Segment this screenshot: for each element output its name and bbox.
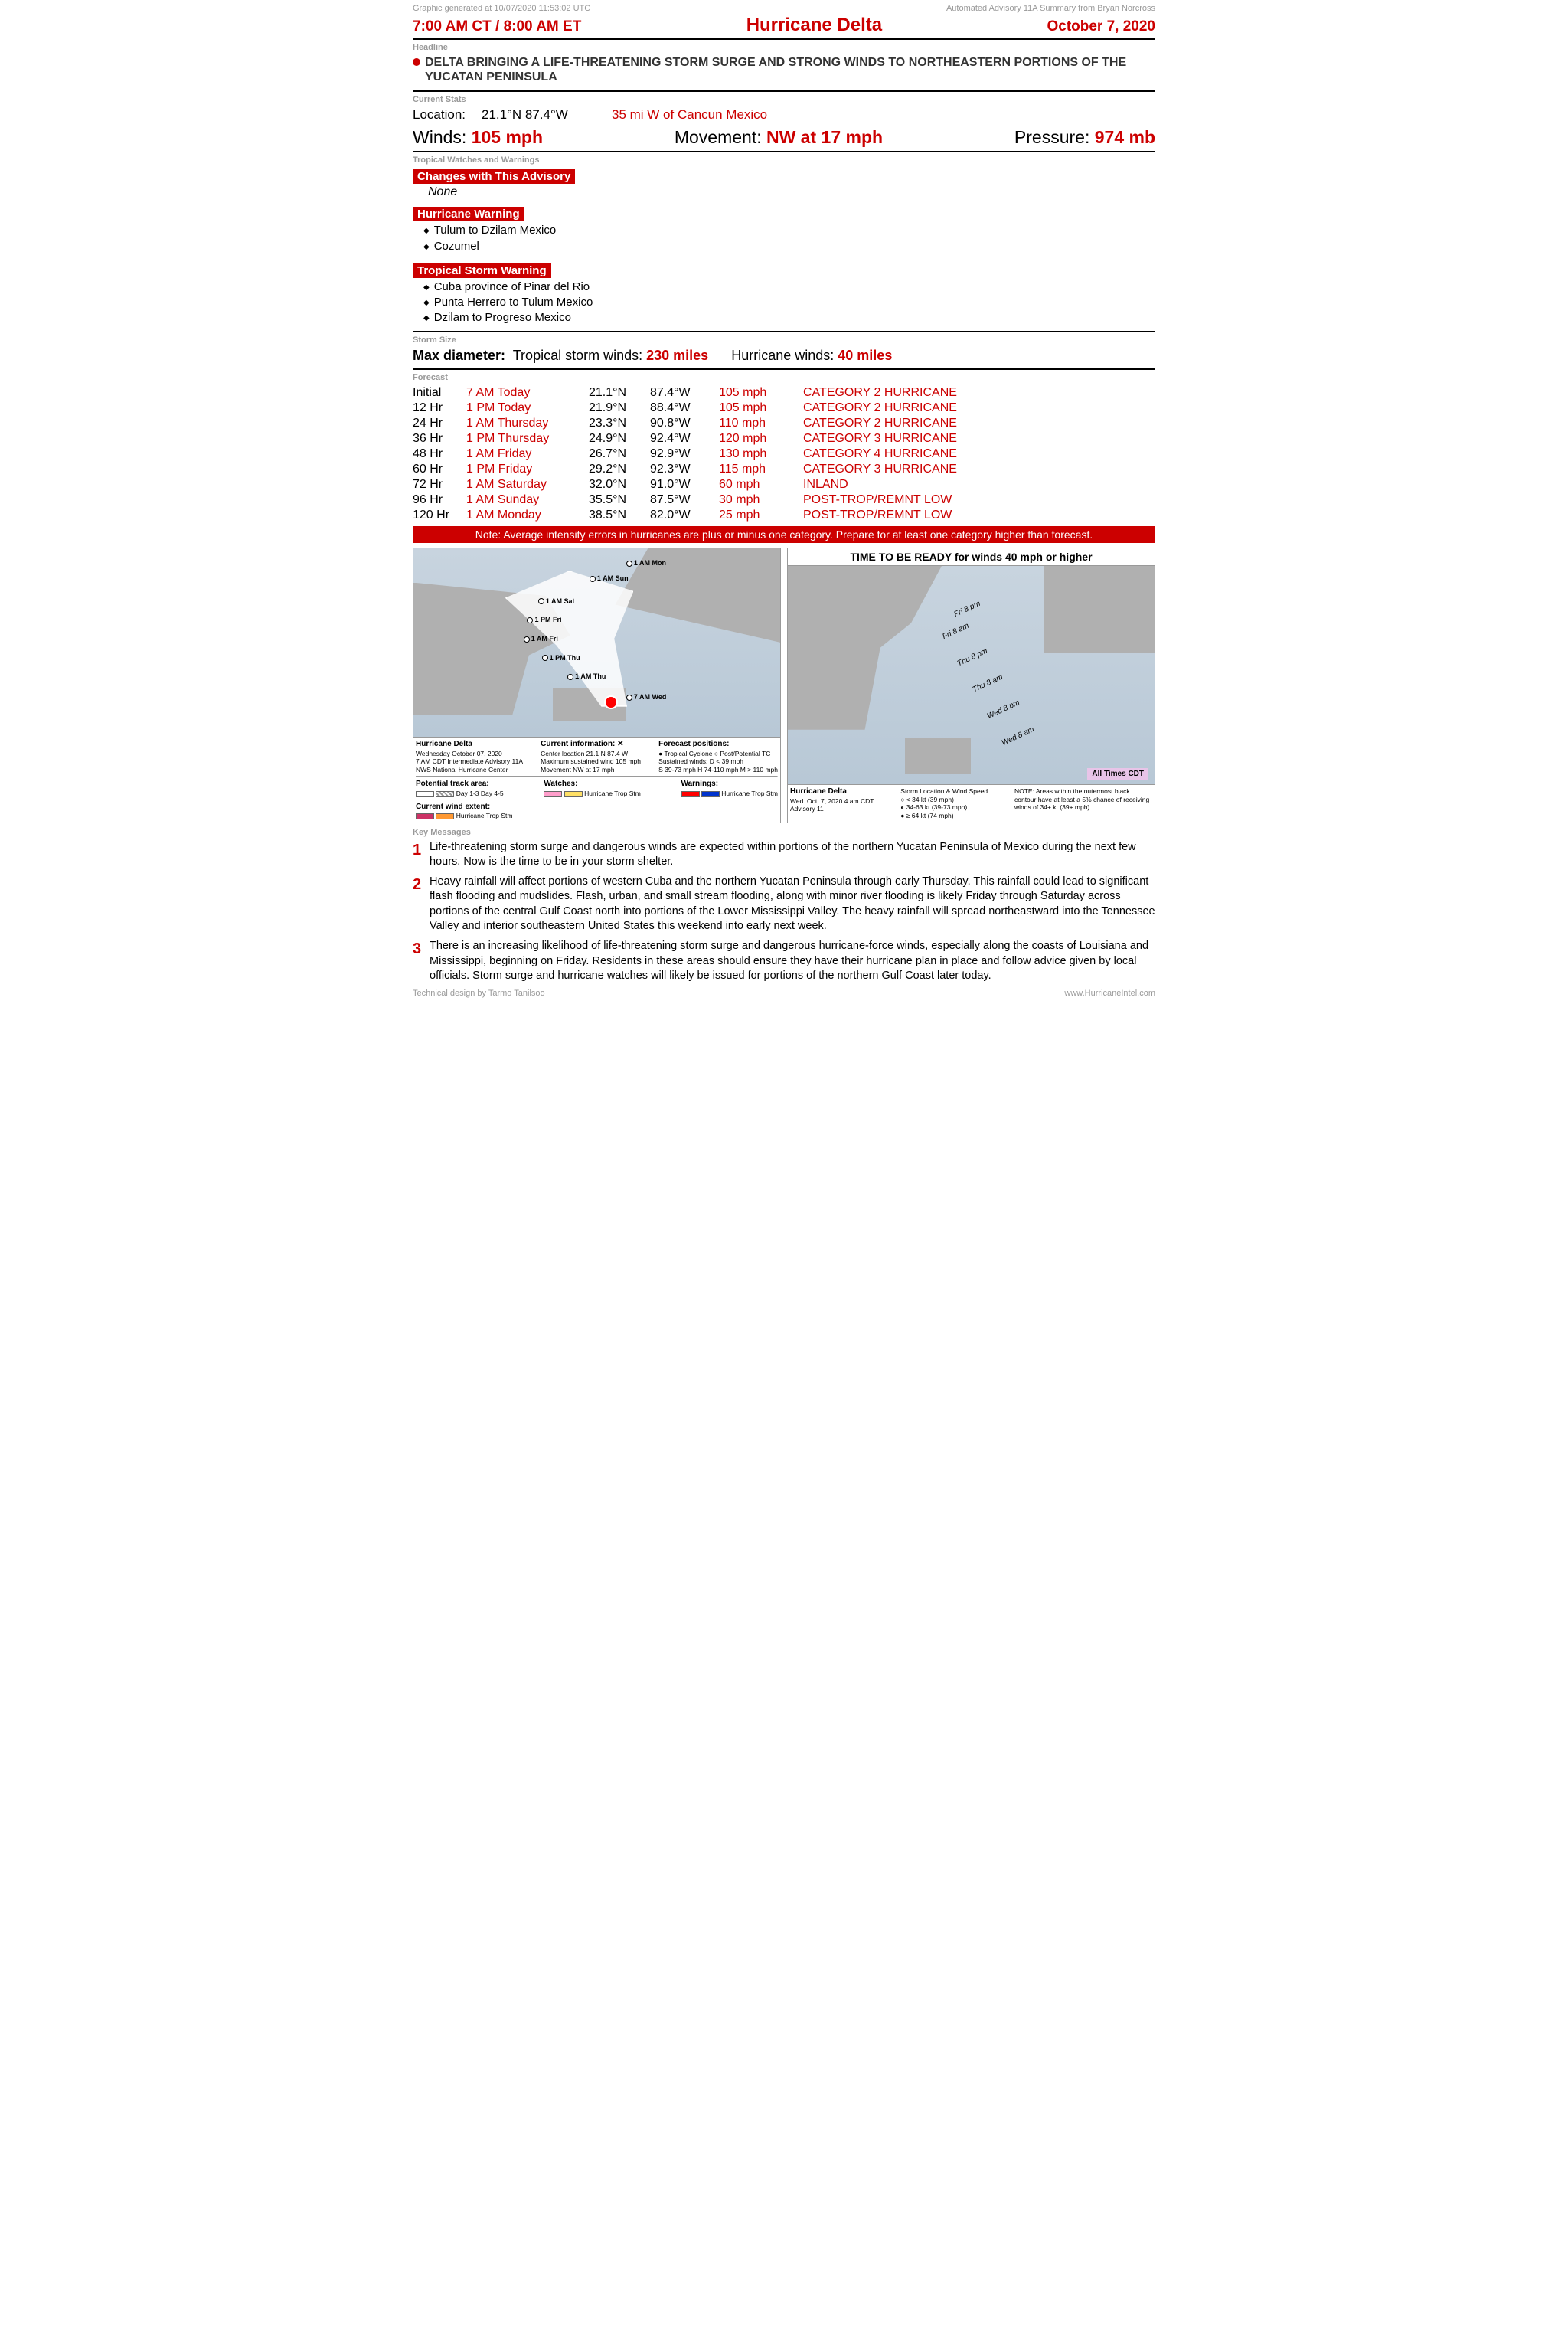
movement-value: NW at 17 mph bbox=[766, 127, 883, 147]
arrival-footer-note: NOTE: Areas within the outermost black c… bbox=[1014, 787, 1152, 820]
contour-label: Fri 8 am bbox=[942, 621, 971, 640]
arrival-map: TIME TO BE READY for winds 40 mph or hig… bbox=[787, 548, 1155, 823]
forecast-row: 72 Hr 1 AM Saturday 32.0°N 91.0°W 60 mph… bbox=[413, 477, 1155, 492]
winds-cell: Winds: 105 mph bbox=[413, 127, 543, 148]
hurricane-warning-list: Tulum to Dzilam MexicoCozumel bbox=[413, 223, 1155, 254]
forecast-row: 96 Hr 1 AM Sunday 35.5°N 87.5°W 30 mph P… bbox=[413, 492, 1155, 508]
source-credit: Automated Advisory 11A Summary from Brya… bbox=[946, 4, 1155, 13]
forecast-row: 60 Hr 1 PM Friday 29.2°N 92.3°W 115 mph … bbox=[413, 462, 1155, 477]
bullet-icon bbox=[413, 58, 420, 66]
keymsg-label: Key Messages bbox=[413, 828, 1155, 837]
location-value: 21.1°N 87.4°W bbox=[482, 107, 612, 123]
size-label: Storm Size bbox=[413, 335, 1155, 345]
contour-label: Fri 8 pm bbox=[952, 600, 982, 619]
warning-item: Punta Herrero to Tulum Mexico bbox=[423, 295, 1155, 310]
header-date: October 7, 2020 bbox=[1047, 18, 1155, 35]
winds-value: 105 mph bbox=[472, 127, 543, 147]
forecast-row: 120 Hr 1 AM Monday 38.5°N 82.0°W 25 mph … bbox=[413, 508, 1155, 523]
forecast-row: 36 Hr 1 PM Thursday 24.9°N 92.4°W 120 mp… bbox=[413, 431, 1155, 446]
track-point: 7 AM Wed bbox=[626, 693, 667, 701]
design-credit: Technical design by Tarmo Tanilsoo bbox=[413, 989, 545, 998]
location-label: Location: bbox=[413, 107, 482, 123]
track-point: 1 AM Thu bbox=[567, 672, 606, 680]
cone-map-footer: Hurricane Delta Wednesday October 07, 20… bbox=[413, 737, 780, 823]
arrival-map-title: TIME TO BE READY for winds 40 mph or hig… bbox=[788, 548, 1155, 566]
hurricane-warning-badge: Hurricane Warning bbox=[413, 207, 524, 221]
header-time: 7:00 AM CT / 8:00 AM ET bbox=[413, 18, 581, 35]
forecast-table: Initial 7 AM Today 21.1°N 87.4°W 105 mph… bbox=[413, 385, 1155, 523]
watches-label: Tropical Watches and Warnings bbox=[413, 155, 1155, 165]
contour-label: Thu 8 pm bbox=[956, 646, 989, 668]
forecast-label: Forecast bbox=[413, 373, 1155, 382]
track-point: 1 AM Sun bbox=[590, 574, 629, 582]
arrival-map-body: Fri 8 pm Fri 8 am Thu 8 pm Thu 8 am Wed 8 pm… bbox=[788, 566, 1155, 785]
meta-row: Graphic generated at 10/07/2020 11:53:02… bbox=[413, 4, 1155, 13]
maps-row: Note: The storm is almost always bigger … bbox=[413, 548, 1155, 823]
divider bbox=[413, 151, 1155, 152]
key-message-item: Life-threatening storm surge and dangero… bbox=[413, 840, 1155, 870]
headline-label: Headline bbox=[413, 43, 1155, 52]
headline-row: DELTA BRINGING A LIFE-THREATENING STORM … bbox=[413, 55, 1155, 84]
contour-label: Thu 8 am bbox=[971, 673, 1004, 695]
ts-warning-badge: Tropical Storm Warning bbox=[413, 263, 551, 278]
cone-map-body: 1 AM Mon 1 AM Sun 1 AM Sat 1 PM Fri 1 AM Fri… bbox=[413, 548, 780, 737]
key-message-item: Heavy rainfall will affect portions of w… bbox=[413, 875, 1155, 934]
contour-label: Wed 8 am bbox=[1001, 725, 1036, 747]
track-point: 1 PM Thu bbox=[542, 654, 580, 662]
divider bbox=[413, 331, 1155, 332]
arrival-map-footer: Hurricane Delta Wed. Oct. 7, 2020 4 am C… bbox=[788, 784, 1155, 823]
forecast-row: 24 Hr 1 AM Thursday 23.3°N 90.8°W 110 mp… bbox=[413, 416, 1155, 431]
cone-map: Note: The storm is almost always bigger … bbox=[413, 548, 781, 823]
movement-cell: Movement: NW at 17 mph bbox=[675, 127, 883, 148]
key-messages-list: Life-threatening storm surge and dangero… bbox=[413, 840, 1155, 984]
ts-warning-list: Cuba province of Pinar del RioPunta Herr… bbox=[413, 280, 1155, 326]
land-shape bbox=[788, 566, 942, 730]
ts-wind-diameter: 230 miles bbox=[646, 348, 708, 363]
header: 7:00 AM CT / 8:00 AM ET Hurricane Delta … bbox=[413, 15, 1155, 40]
size-row: Max diameter: Tropical storm winds: 230 … bbox=[413, 348, 1155, 364]
warning-item: Cuba province of Pinar del Rio bbox=[423, 280, 1155, 295]
forecast-row: 12 Hr 1 PM Today 21.9°N 88.4°W 105 mph C… bbox=[413, 401, 1155, 416]
key-message-item: There is an increasing likelihood of lif… bbox=[413, 939, 1155, 984]
stats-label: Current Stats bbox=[413, 95, 1155, 104]
divider bbox=[413, 368, 1155, 370]
storm-center-icon bbox=[604, 695, 618, 709]
divider bbox=[413, 90, 1155, 92]
stats-grid: Location: 21.1°N 87.4°W 35 mi W of Cancu… bbox=[413, 107, 1155, 123]
warning-item: Tulum to Dzilam Mexico bbox=[423, 223, 1155, 238]
all-times-label: All Times CDT bbox=[1087, 768, 1148, 780]
land-shape bbox=[905, 738, 971, 774]
storm-title: Hurricane Delta bbox=[746, 15, 882, 36]
warning-item: Dzilam to Progreso Mexico bbox=[423, 310, 1155, 325]
track-point: 1 AM Fri bbox=[524, 635, 558, 643]
contour-label: Wed 8 pm bbox=[985, 698, 1021, 721]
pressure-cell: Pressure: 974 mb bbox=[1014, 127, 1155, 148]
stats-row2: Winds: 105 mph Movement: NW at 17 mph Pr… bbox=[413, 127, 1155, 148]
changes-none: None bbox=[413, 185, 1155, 199]
changes-badge: Changes with This Advisory bbox=[413, 169, 575, 184]
forecast-row: Initial 7 AM Today 21.1°N 87.4°W 105 mph… bbox=[413, 385, 1155, 401]
forecast-row: 48 Hr 1 AM Friday 26.7°N 92.9°W 130 mph … bbox=[413, 446, 1155, 462]
footer: Technical design by Tarmo Tanilsoo www.H… bbox=[413, 989, 1155, 998]
site-url: www.HurricaneIntel.com bbox=[1064, 989, 1155, 998]
headline-text: DELTA BRINGING A LIFE-THREATENING STORM … bbox=[425, 55, 1155, 84]
track-point: 1 PM Fri bbox=[527, 616, 561, 623]
track-point: 1 AM Sat bbox=[538, 597, 575, 605]
intensity-note: Note: Average intensity errors in hurric… bbox=[413, 526, 1155, 543]
pressure-value: 974 mb bbox=[1095, 127, 1155, 147]
distance-value: 35 mi W of Cancun Mexico bbox=[612, 107, 767, 123]
land-shape bbox=[1044, 566, 1155, 653]
track-point: 1 AM Mon bbox=[626, 559, 666, 567]
warning-item: Cozumel bbox=[423, 239, 1155, 254]
generated-time: Graphic generated at 10/07/2020 11:53:02… bbox=[413, 4, 590, 13]
hurricane-wind-diameter: 40 miles bbox=[838, 348, 892, 363]
